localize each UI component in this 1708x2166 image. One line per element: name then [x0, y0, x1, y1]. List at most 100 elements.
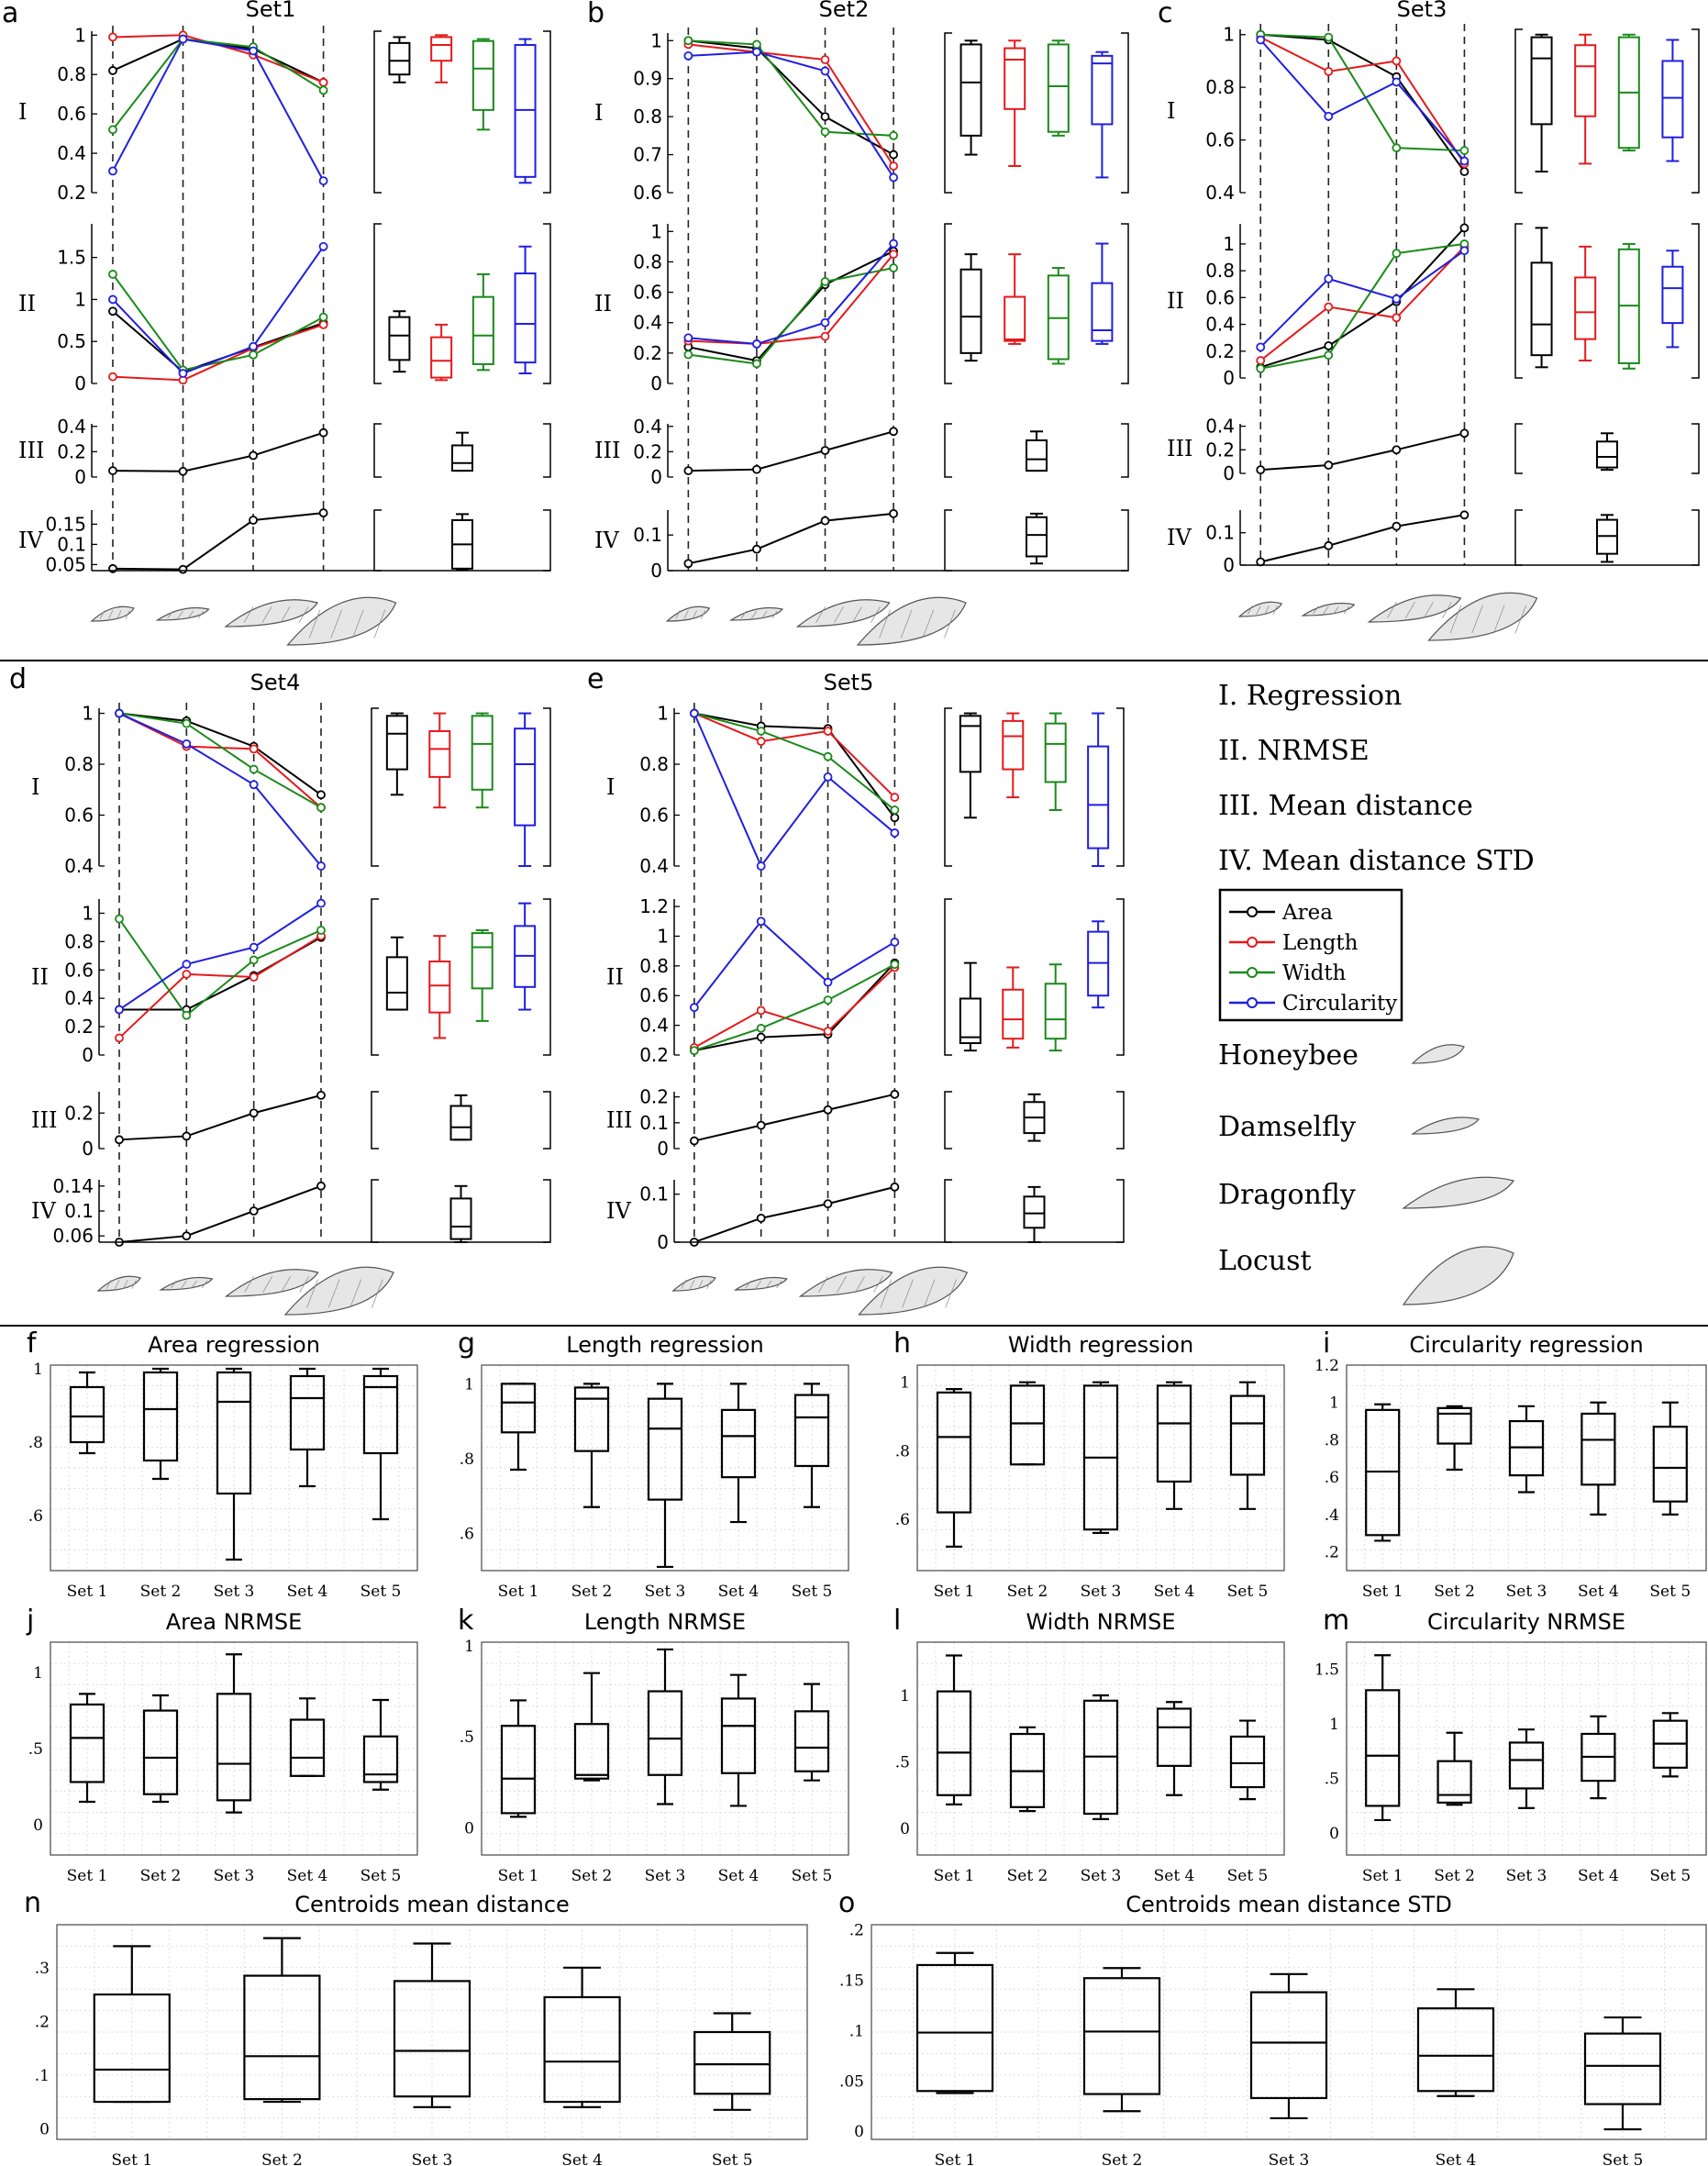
panel-letter: j	[26, 1605, 34, 1637]
row-label: I	[18, 99, 27, 125]
legend-series-label: Width	[1282, 961, 1347, 985]
boxplot-set-1	[936, 1654, 972, 1806]
row-label: I	[594, 100, 603, 126]
series-line-length	[688, 253, 894, 345]
x-tick-label: Set 2	[571, 1583, 613, 1601]
series-line-width	[1260, 33, 1465, 152]
x-tick-label: Set 3	[214, 1867, 255, 1885]
boxplot-width	[471, 38, 494, 131]
data-point-length	[318, 319, 328, 329]
series-line-length	[688, 43, 894, 167]
data-point-length	[1256, 356, 1266, 365]
boxplot-width	[471, 712, 494, 809]
boxplot-set-5	[693, 2012, 771, 2111]
x-tick-label: Set 5	[1227, 1583, 1269, 1601]
x-tick-label: Set 2	[1434, 1583, 1475, 1601]
boxplot-area	[388, 310, 411, 373]
data-point-length	[820, 55, 830, 64]
box-axis-left	[373, 223, 382, 384]
data-point-area	[1392, 521, 1402, 531]
x-tick-label: Set 2	[261, 2151, 303, 2166]
boxplot-width	[1047, 267, 1070, 365]
y-tick-label: .6	[28, 1507, 43, 1526]
series-line-width	[1260, 242, 1465, 370]
data-point-area	[683, 559, 693, 569]
box-iqr	[1530, 36, 1553, 126]
data-point-area	[318, 428, 328, 438]
box-iqr	[289, 1374, 326, 1451]
boxplot-set-1	[69, 1371, 105, 1455]
box-axis-left	[944, 1091, 952, 1150]
series-line-area	[118, 1184, 322, 1243]
y-tick-label: 0.2	[639, 1044, 669, 1066]
box-iqr	[793, 1394, 830, 1468]
box-axis-right	[1116, 707, 1125, 867]
box-iqr	[1156, 1707, 1192, 1767]
wing-vein	[1471, 605, 1483, 634]
box-iqr	[93, 1993, 171, 2104]
box-iqr	[959, 43, 982, 137]
wing-vein	[700, 610, 706, 619]
legend-swatch-marker	[1247, 967, 1258, 978]
y-tick-label: 1	[33, 1361, 43, 1379]
data-point-circularity	[1392, 294, 1402, 304]
series-line-area	[688, 512, 894, 565]
row-label: II	[31, 964, 49, 990]
data-point-circularity	[1256, 342, 1266, 352]
box-panel-j: j Area NRMSE 0 .5 1 Set 1 Set 2 Set 3 Set 4 Set 5	[26, 1605, 418, 1885]
panel-title: Set5	[824, 670, 874, 695]
data-point-area	[249, 1108, 259, 1118]
box-iqr	[915, 1963, 994, 2093]
box-iqr	[388, 316, 411, 361]
box-axis-left	[944, 707, 952, 867]
wing-vein	[131, 1280, 137, 1289]
box-iqr	[647, 1690, 683, 1776]
boxplot-area	[959, 712, 982, 819]
wing-vein	[761, 610, 768, 619]
boxplot-area	[1023, 1185, 1046, 1243]
boxplot-length	[1002, 966, 1025, 1049]
y-tick-label: 0.8	[57, 63, 86, 85]
wing-vein	[852, 606, 862, 623]
box-panel-g: g Length regression .6 .8 1 Set 1 Set 2 Set 3 Se…	[458, 1327, 849, 1601]
wing-vein	[177, 610, 183, 619]
series-line-area	[112, 38, 325, 83]
y-tick-label: 1	[650, 220, 662, 242]
data-point-width	[890, 805, 900, 815]
box-axis-left	[944, 423, 952, 478]
boxplot-area	[1023, 1093, 1046, 1142]
box-iqr	[1596, 440, 1618, 469]
boxplot-set-1	[500, 1383, 537, 1472]
data-point-width	[1324, 350, 1334, 361]
box-iqr	[1082, 1977, 1161, 2095]
data-point-circularity	[689, 708, 699, 718]
data-point-width	[820, 127, 830, 137]
wing-outline	[665, 605, 711, 622]
data-point-circularity	[683, 333, 693, 343]
y-tick-label: 0.8	[639, 955, 669, 977]
y-tick-label: 0	[33, 1816, 43, 1835]
data-point-circularity	[1324, 111, 1334, 121]
box-iqr	[1436, 1406, 1472, 1445]
y-tick-label: .05	[839, 2072, 864, 2091]
panel-title: Length NRMSE	[584, 1609, 746, 1635]
box-iqr	[451, 444, 473, 472]
boxplot-set-5	[1229, 1381, 1266, 1510]
box-iqr	[385, 956, 408, 1011]
panel-title: Length regression	[566, 1332, 763, 1358]
data-point-width	[1256, 363, 1266, 373]
boxplot-area	[451, 513, 473, 571]
box-iqr	[1574, 44, 1597, 117]
x-tick-label: Set 5	[792, 1867, 833, 1885]
y-tick-label: 0.8	[1205, 260, 1235, 282]
wing-vein	[201, 1280, 208, 1289]
data-point-area	[178, 466, 188, 476]
wing-vein	[879, 609, 891, 639]
box-iqr	[1002, 988, 1025, 1040]
box-iqr	[1365, 1689, 1401, 1807]
wing-outline	[858, 1266, 969, 1316]
y-tick-label: 0.14	[52, 1175, 94, 1197]
series-line-circularity	[1259, 250, 1466, 349]
data-point-circularity	[823, 977, 833, 987]
row-label: III	[606, 1107, 632, 1133]
